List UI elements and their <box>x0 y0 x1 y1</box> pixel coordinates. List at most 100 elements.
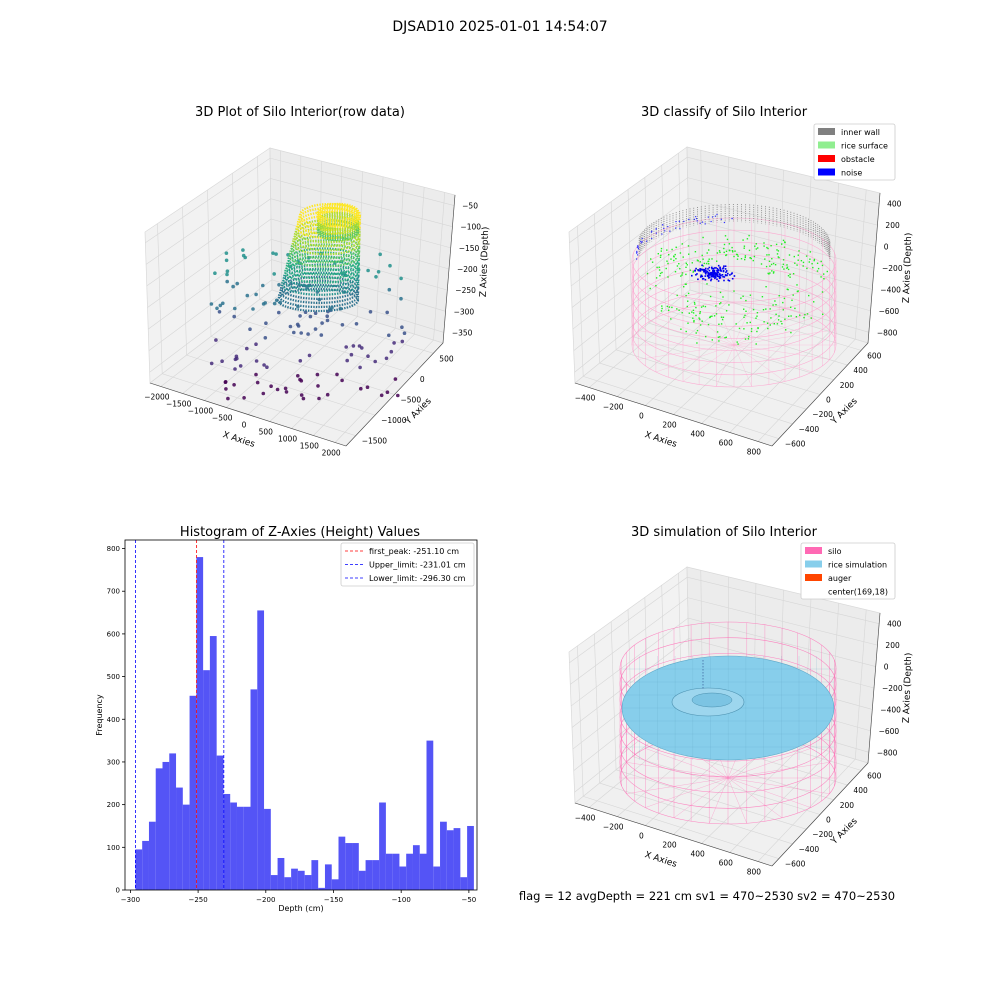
classify-rice-surface-point <box>732 251 734 253</box>
classify-noise-point <box>722 270 725 272</box>
classify-rice-surface-point <box>787 268 790 271</box>
classify-noise-point <box>717 264 720 267</box>
classify-rice-surface-point <box>789 273 791 276</box>
raw-z-tick: −250 <box>455 286 476 295</box>
classify-noise-edge-point <box>663 227 665 229</box>
classify-x-axis-line <box>574 382 773 447</box>
raw-ring <box>296 211 361 236</box>
classify-noise-edge-point <box>636 251 638 254</box>
histogram-bar <box>440 821 447 890</box>
classify-rice-surface-point <box>708 249 710 251</box>
classify-noise-point <box>722 275 724 278</box>
classify-rice-surface-point <box>777 250 780 252</box>
histogram-x-tick-label: −250 <box>188 896 207 904</box>
raw-point <box>263 301 268 305</box>
raw-ring-stack <box>276 202 362 313</box>
simulation-silo-spoke <box>727 777 783 818</box>
classify-rice-surface-point <box>719 303 721 305</box>
classify-rice-surface-point <box>679 252 682 254</box>
classify-noise-point <box>705 269 707 272</box>
sim-x-tick: 800 <box>747 868 762 877</box>
classify-rice-surface-point <box>722 316 725 318</box>
cls-y-tick: 200 <box>840 381 855 390</box>
raw-y-tick: −1000 <box>381 416 407 425</box>
raw-ring <box>297 206 362 232</box>
raw-point <box>232 314 236 319</box>
classify-rice-surface-point <box>772 304 774 306</box>
raw-point <box>325 318 330 323</box>
raw-point <box>306 332 310 336</box>
raw-point <box>254 359 259 363</box>
classify-noise-edge-point <box>641 237 643 240</box>
raw-y-tick-labels: −1500 −1000 −500 0 500 <box>362 354 454 445</box>
raw-point <box>235 281 239 286</box>
cls-grid-y <box>632 336 821 395</box>
classify-rice-surface-point <box>796 284 798 286</box>
classify-rice-surface-point <box>704 305 707 308</box>
raw-grid-y <box>162 373 356 436</box>
raw-z-tick: −50 <box>462 202 478 211</box>
classify-rice-surface-point <box>674 253 676 256</box>
classify-rice-surface-point <box>665 267 667 270</box>
sim-x-tick: 600 <box>719 859 734 868</box>
cls-y-tick: −600 <box>785 440 806 449</box>
raw-y-tick: 0 <box>420 375 425 384</box>
classify-rice-surface-point <box>770 317 772 319</box>
sim-grid-y <box>599 782 793 845</box>
classify-rice-surface-point <box>685 330 687 333</box>
raw-point <box>269 384 273 389</box>
classify-rice-surface-point <box>736 253 739 256</box>
classify-rice-surface-point <box>691 311 693 313</box>
classify-rice-surface-point <box>808 261 810 263</box>
classify-silo-spoke <box>733 317 813 346</box>
classify-rice-surface-point <box>755 248 757 250</box>
classify-noise-edge-point <box>664 230 666 232</box>
classify-rice-surface-point <box>788 254 791 256</box>
raw-grid-z <box>149 279 444 373</box>
classify-rice-surface-point <box>740 258 743 260</box>
classify-legend-label: obstacle <box>841 155 875 164</box>
classify-noise-edge-point <box>693 218 695 220</box>
raw-point <box>335 372 339 377</box>
simulation-legend-label: silo <box>828 547 842 556</box>
classify-rice-surface-point <box>711 315 713 317</box>
classify-rice-surface-point <box>784 318 786 320</box>
classify-noise-edge-point <box>710 220 712 223</box>
classify-rice-surface-point <box>813 259 815 262</box>
raw-point <box>225 279 229 284</box>
classify-rice-surface-point <box>725 310 728 312</box>
classify-rice-surface-point <box>696 342 698 344</box>
raw-point <box>213 271 217 276</box>
classify-noise-point <box>707 273 710 276</box>
classify-rice-surface-point <box>803 316 805 319</box>
classify-rice-surface-point <box>756 312 759 314</box>
raw-point <box>292 330 296 335</box>
classify-noise-point <box>716 278 718 281</box>
raw-y-axis-line <box>345 342 444 447</box>
classify-rice-surface-point <box>721 318 724 321</box>
classify-rice-surface-point <box>766 254 768 256</box>
raw-grid-y <box>235 317 414 375</box>
cls-z-tick: 400 <box>887 200 902 209</box>
classify-rice-surface-point <box>748 335 750 338</box>
raw-point <box>262 363 266 367</box>
classify-rice-surface-point <box>694 303 696 305</box>
classify-rice-surface-point <box>688 312 690 314</box>
histogram-bars <box>135 557 474 890</box>
classify-rice-surface-point <box>748 249 751 252</box>
classify-rice-surface-point <box>718 323 720 325</box>
sim-y-tick: 0 <box>826 816 831 825</box>
classify-rice-surface-point <box>720 323 723 325</box>
classify-rice-surface-point <box>726 238 729 241</box>
raw-point <box>224 387 228 391</box>
cls-grid-y <box>583 376 779 439</box>
classify-rice-surface-point <box>723 247 725 250</box>
histogram-bar <box>291 868 298 890</box>
cls-x-tick: 200 <box>662 421 677 430</box>
raw-point <box>357 344 362 348</box>
raw-point <box>209 302 214 306</box>
histogram-bar <box>148 821 156 890</box>
classify-rice-surface-point <box>755 243 757 245</box>
classify-noise-point <box>699 270 702 272</box>
classify-noise-edge-point <box>699 222 701 224</box>
